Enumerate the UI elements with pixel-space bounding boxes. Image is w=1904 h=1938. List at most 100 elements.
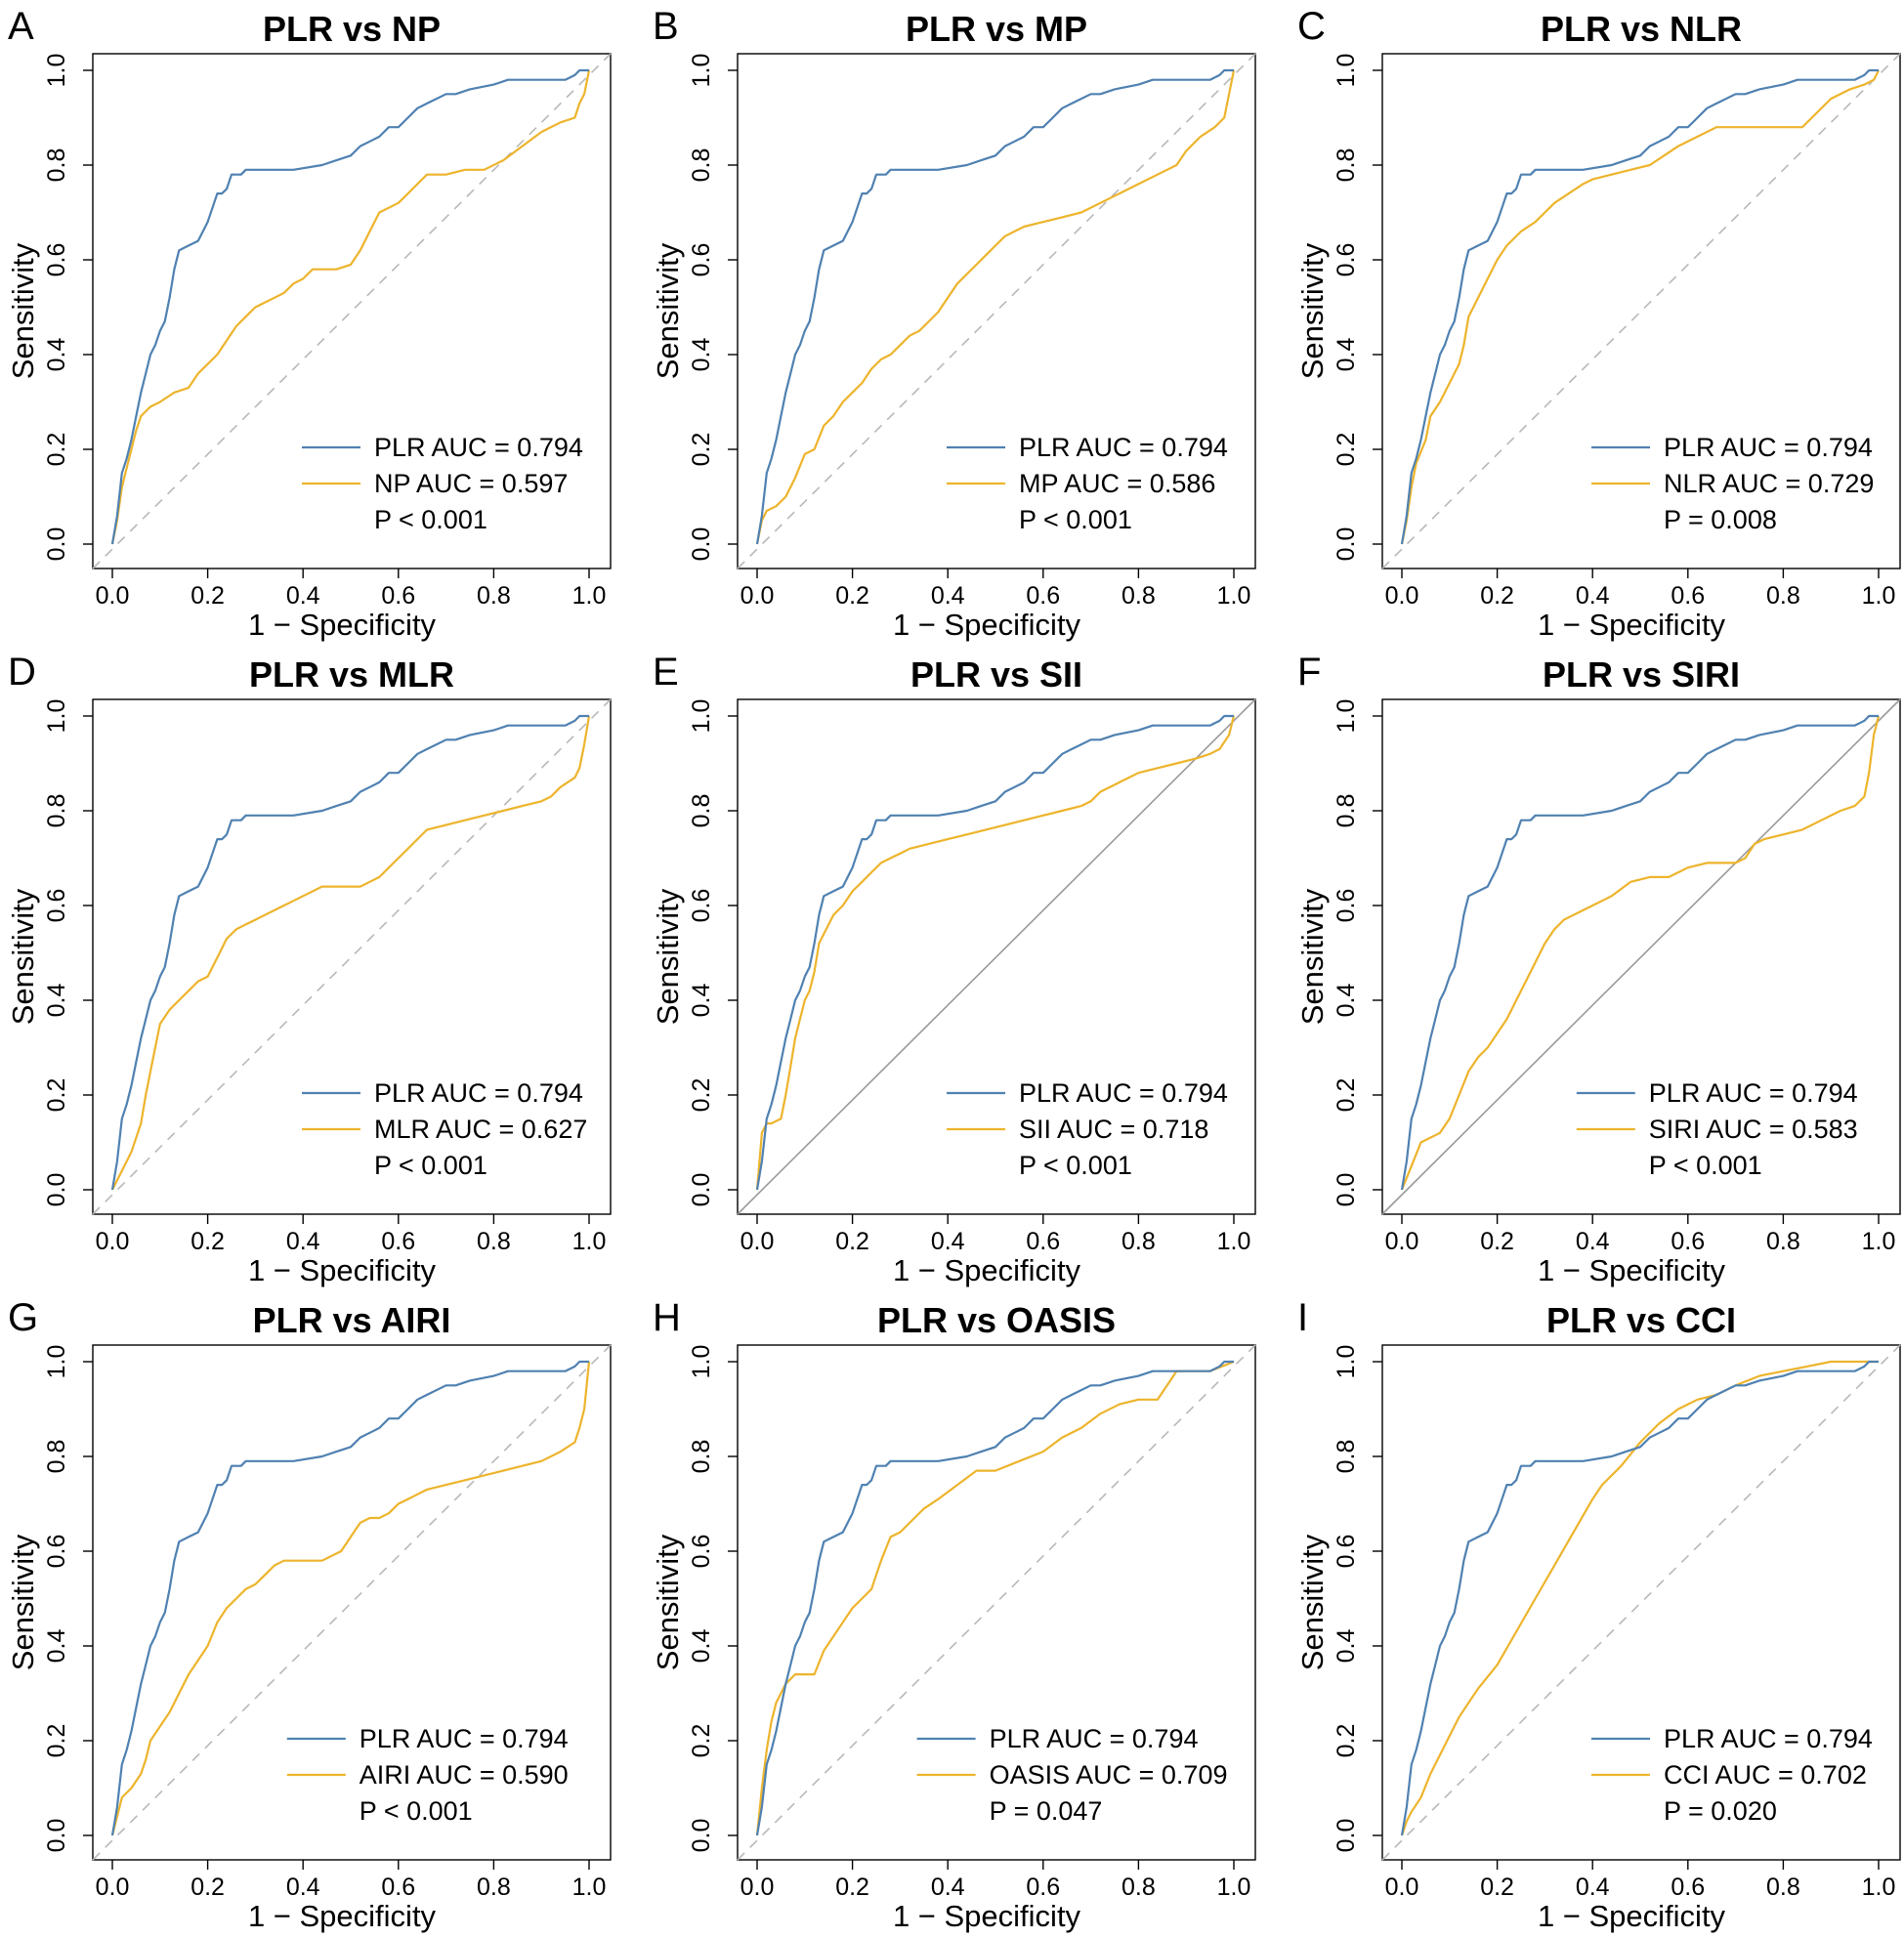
x-tick-label: 0.6 bbox=[1026, 1874, 1060, 1901]
plot-frame bbox=[737, 1344, 1256, 1861]
roc-chart-svg: E PLR vs SII 0.0 0.2 0.4 0.6 0.8 1.0 0.0 0.2 0.4 0.… bbox=[651, 651, 1256, 1287]
x-tick-label: 1.0 bbox=[1217, 582, 1251, 610]
x-tick-label: 0.6 bbox=[381, 582, 415, 610]
legend-entry-plr: PLR AUC = 0.794 bbox=[1649, 1078, 1858, 1108]
legend-p-value: P = 0.008 bbox=[1664, 505, 1777, 534]
legend-entry-cci: CCI AUC = 0.702 bbox=[1664, 1760, 1867, 1790]
legend-entry-plr: PLR AUC = 0.794 bbox=[1664, 1724, 1873, 1753]
x-tick-label: 0.8 bbox=[477, 1228, 511, 1255]
y-tick-label: 0.0 bbox=[1333, 1173, 1360, 1207]
x-tick-label: 0.2 bbox=[190, 1874, 225, 1901]
legend-p-value: P < 0.001 bbox=[360, 1796, 473, 1826]
y-tick-label: 0.6 bbox=[688, 889, 715, 923]
panel-letter: C bbox=[1297, 5, 1326, 48]
x-tick-label: 1.0 bbox=[1862, 582, 1896, 610]
y-tick-label: 0.4 bbox=[43, 338, 70, 372]
x-tick-label: 0.6 bbox=[1671, 1874, 1705, 1901]
roc-chart-svg: F PLR vs SIRI 0.0 0.2 0.4 0.6 0.8 1.0 0.0 0.2 0.4 0… bbox=[1295, 651, 1901, 1287]
y-tick-label: 0.8 bbox=[1333, 1440, 1360, 1474]
roc-chart-svg: G PLR vs AIRI 0.0 0.2 0.4 0.6 0.8 1.0 0.0 0.2 0.4 0… bbox=[6, 1296, 612, 1933]
chart-title: PLR vs AIRI bbox=[253, 1300, 451, 1340]
x-tick-label: 0.0 bbox=[740, 582, 775, 610]
roc-curve-mp bbox=[755, 69, 1236, 545]
reference-diagonal bbox=[737, 698, 1256, 1215]
x-tick-label: 0.2 bbox=[190, 582, 225, 610]
x-tick-label: 0.8 bbox=[477, 582, 511, 610]
y-tick-label: 0.2 bbox=[1333, 1724, 1360, 1758]
legend-entry-nlr: NLR AUC = 0.729 bbox=[1664, 469, 1874, 498]
roc-curve-cci bbox=[1400, 1360, 1879, 1836]
x-tick-label: 0.0 bbox=[96, 1874, 130, 1901]
roc-curve-nlr bbox=[1400, 69, 1880, 545]
y-tick-label: 0.0 bbox=[1333, 527, 1360, 562]
y-axis-label: Sensitivity bbox=[6, 888, 40, 1025]
plot-frame bbox=[737, 53, 1256, 569]
chart-title: PLR vs MP bbox=[906, 9, 1087, 49]
x-tick-label: 0.2 bbox=[1480, 1228, 1514, 1255]
chart-title: PLR vs SII bbox=[910, 654, 1082, 695]
x-tick-label: 0.0 bbox=[740, 1228, 775, 1255]
y-tick-label: 1.0 bbox=[43, 699, 70, 734]
x-tick-label: 0.0 bbox=[1385, 1228, 1419, 1255]
roc-chart-svg: D PLR vs MLR 0.0 0.2 0.4 0.6 0.8 1.0 0.0 0.2 0.4 0.… bbox=[6, 651, 612, 1287]
roc-curve-plr bbox=[755, 68, 1234, 545]
x-tick-label: 0.8 bbox=[477, 1874, 511, 1901]
x-tick-label: 0.6 bbox=[1026, 582, 1060, 610]
legend-entry-plr: PLR AUC = 0.794 bbox=[1019, 1078, 1228, 1108]
legend-p-value: P < 0.001 bbox=[1649, 1151, 1762, 1180]
y-tick-label: 0.4 bbox=[1333, 1629, 1360, 1664]
y-tick-label: 0.6 bbox=[43, 243, 70, 277]
y-tick-label: 0.4 bbox=[43, 1629, 70, 1664]
x-axis-label: 1 − Specificity bbox=[893, 608, 1081, 642]
y-tick-label: 0.8 bbox=[43, 148, 70, 183]
roc-curve-plr bbox=[1400, 714, 1879, 1191]
x-tick-label: 0.8 bbox=[1766, 1874, 1800, 1901]
roc-panel-c: C PLR vs NLR 0.0 0.2 0.4 0.6 0.8 1.0 0.0 0.2 0.4 0.… bbox=[1290, 0, 1904, 646]
x-tick-label: 0.8 bbox=[1121, 1228, 1156, 1255]
y-axis-label: Sensitivity bbox=[651, 1534, 685, 1670]
x-axis-label: 1 − Specificity bbox=[893, 1253, 1081, 1287]
y-tick-label: 1.0 bbox=[1333, 1345, 1360, 1379]
x-tick-label: 0.0 bbox=[96, 582, 130, 610]
roc-curve-oasis bbox=[755, 1360, 1235, 1836]
legend-entry-plr: PLR AUC = 0.794 bbox=[1664, 433, 1873, 462]
roc-curve-plr bbox=[1400, 1360, 1879, 1836]
x-tick-label: 1.0 bbox=[1217, 1228, 1251, 1255]
roc-panel-g: G PLR vs AIRI 0.0 0.2 0.4 0.6 0.8 1.0 0.0 0.2 0.4 0… bbox=[0, 1291, 635, 1937]
y-tick-label: 0.0 bbox=[43, 527, 70, 562]
roc-curve-plr bbox=[110, 714, 589, 1191]
roc-panel-f: F PLR vs SIRI 0.0 0.2 0.4 0.6 0.8 1.0 0.0 0.2 0.4 0… bbox=[1290, 646, 1904, 1291]
legend-p-value: P = 0.020 bbox=[1664, 1796, 1777, 1826]
y-tick-label: 0.2 bbox=[43, 1724, 70, 1758]
roc-panel-e: E PLR vs SII 0.0 0.2 0.4 0.6 0.8 1.0 0.0 0.2 0.4 0.… bbox=[645, 646, 1280, 1291]
legend-p-value: P < 0.001 bbox=[1019, 1151, 1132, 1180]
x-tick-label: 0.0 bbox=[1385, 582, 1419, 610]
roc-panel-h: H PLR vs OASIS 0.0 0.2 0.4 0.6 0.8 1.0 0.0 0.2 0.4… bbox=[645, 1291, 1280, 1937]
panel-letter: B bbox=[653, 5, 679, 48]
roc-curve-siri bbox=[1400, 715, 1881, 1191]
roc-curve-plr bbox=[755, 1360, 1234, 1836]
x-tick-label: 1.0 bbox=[1217, 1874, 1251, 1901]
x-axis-label: 1 − Specificity bbox=[1538, 608, 1726, 642]
legend-entry-oasis: OASIS AUC = 0.709 bbox=[990, 1760, 1228, 1790]
y-tick-label: 0.8 bbox=[688, 1440, 715, 1474]
y-tick-label: 0.2 bbox=[688, 1724, 715, 1758]
y-tick-label: 0.4 bbox=[688, 984, 715, 1018]
x-tick-label: 0.4 bbox=[1576, 582, 1610, 610]
reference-diagonal bbox=[1381, 698, 1901, 1215]
y-tick-label: 0.6 bbox=[43, 889, 70, 923]
y-tick-label: 1.0 bbox=[43, 54, 70, 88]
roc-panel-a: A PLR vs NP 0.0 0.2 0.4 0.6 0.8 1.0 0.0 0.2 0.4 0.6… bbox=[0, 0, 635, 646]
x-tick-label: 0.4 bbox=[931, 1228, 965, 1255]
x-axis-label: 1 − Specificity bbox=[248, 608, 437, 642]
x-tick-label: 0.6 bbox=[381, 1874, 415, 1901]
x-tick-label: 0.2 bbox=[835, 582, 869, 610]
legend-entry-airi: AIRI AUC = 0.590 bbox=[360, 1760, 569, 1790]
x-axis-label: 1 − Specificity bbox=[893, 1899, 1081, 1933]
x-tick-label: 0.6 bbox=[381, 1228, 415, 1255]
panel-letter: E bbox=[653, 651, 679, 694]
y-tick-label: 0.4 bbox=[43, 984, 70, 1018]
plot-frame bbox=[1381, 698, 1901, 1215]
roc-chart-svg: I PLR vs CCI 0.0 0.2 0.4 0.6 0.8 1.0 0.0 0.2 0.4 0.… bbox=[1295, 1296, 1901, 1933]
y-tick-label: 0.2 bbox=[688, 433, 715, 467]
